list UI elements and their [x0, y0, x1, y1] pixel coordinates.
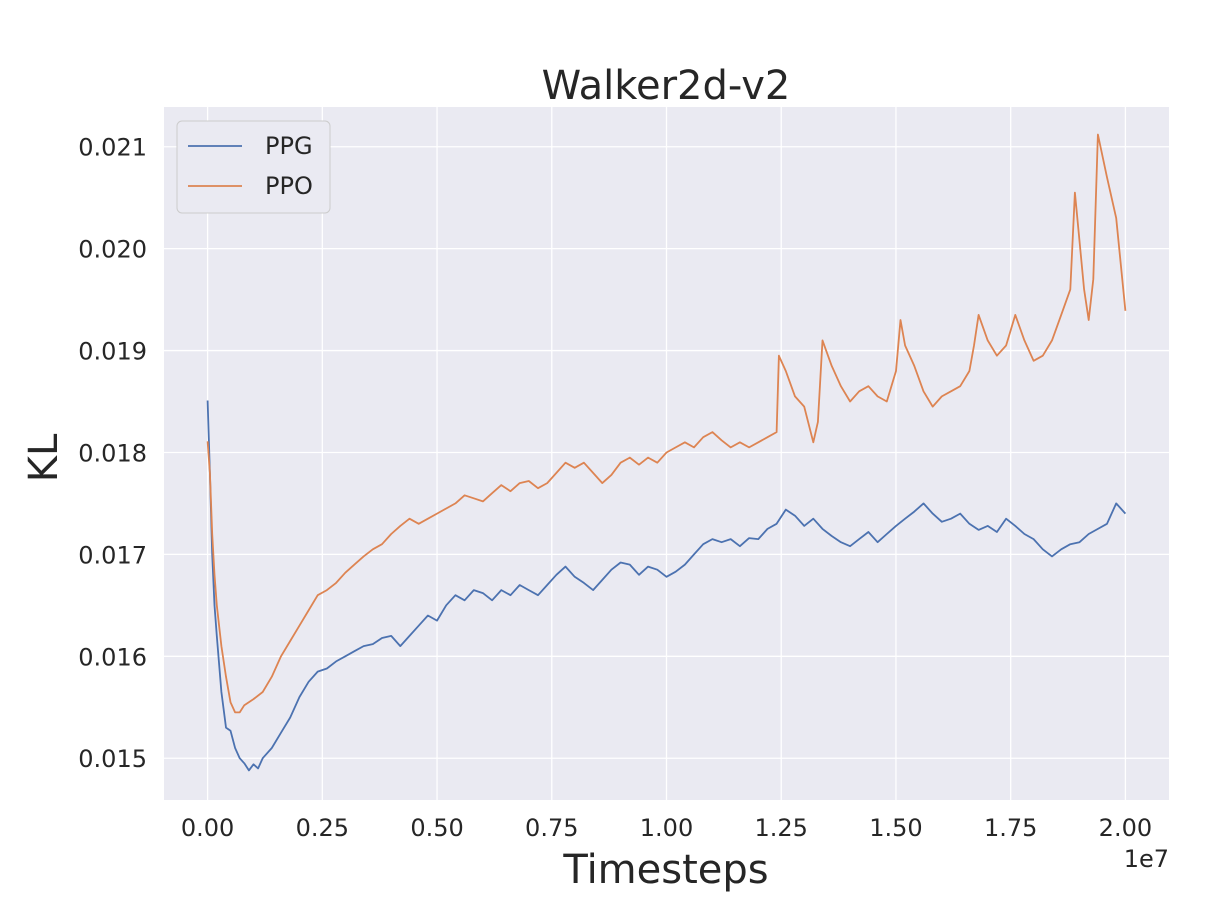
series-lines — [206, 133, 1127, 772]
y-tick-label: 0.020 — [78, 236, 147, 264]
legend: PPG PPO — [176, 120, 331, 214]
legend-label-ppg: PPG — [265, 132, 313, 160]
y-tick-label: 0.015 — [78, 745, 147, 773]
x-tick-label: 1.50 — [869, 814, 922, 842]
x-tick-label: 0.75 — [525, 814, 578, 842]
x-tick-label: 0.50 — [410, 814, 463, 842]
series-line-ppg — [206, 400, 1127, 772]
y-tick-label: 0.018 — [78, 439, 147, 467]
chart-title: Walker2d-v2 — [542, 63, 791, 109]
legend-box — [176, 120, 331, 214]
grid — [164, 107, 1169, 800]
tick-labels: 0.00 0.25 0.50 0.75 1.00 1.25 1.50 1.75 2.00 0.01… — [78, 134, 1152, 842]
x-tick-label: 0.00 — [181, 814, 234, 842]
x-axis-label: Timesteps — [562, 847, 768, 893]
y-tick-label: 0.019 — [78, 338, 147, 366]
y-axis-label: KL — [21, 433, 67, 482]
x-tick-label: 1.00 — [640, 814, 693, 842]
y-tick-label: 0.017 — [78, 541, 147, 569]
legend-label-ppo: PPO — [265, 172, 313, 200]
y-tick-label: 0.021 — [78, 134, 147, 162]
series-line-ppo — [206, 133, 1127, 714]
x-tick-label: 0.25 — [296, 814, 349, 842]
x-tick-label: 2.00 — [1099, 814, 1152, 842]
x-tick-label: 1.75 — [984, 814, 1037, 842]
x-tick-label: 1.25 — [755, 814, 808, 842]
x-offset-label: 1e7 — [1124, 845, 1169, 873]
y-tick-label: 0.016 — [78, 643, 147, 671]
